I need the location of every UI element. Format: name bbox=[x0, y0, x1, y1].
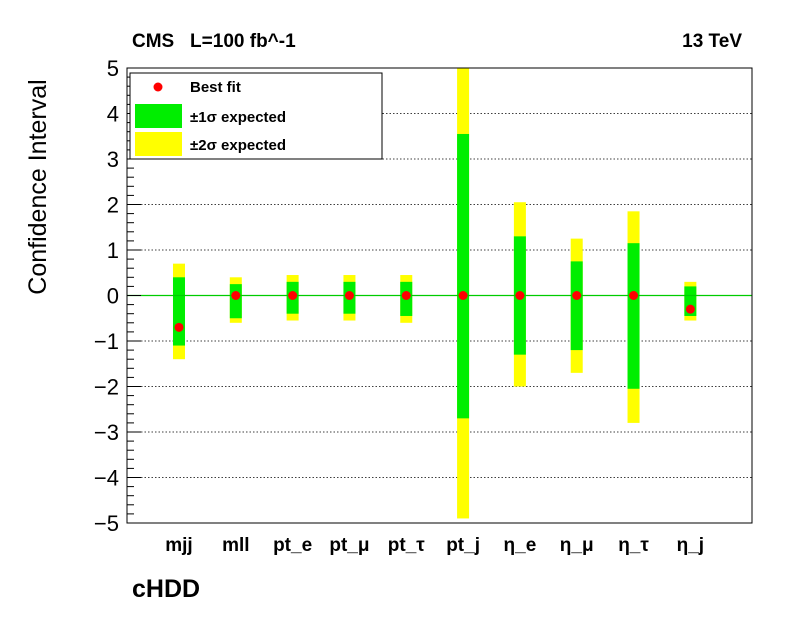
x-tick-label: pt_τ bbox=[388, 535, 426, 556]
header-left: CMS L=100 fb^-1 bbox=[132, 31, 296, 52]
x-tick-label: mjj bbox=[165, 535, 192, 556]
one-sigma-band bbox=[570, 261, 583, 351]
x-axis-title: cHDD bbox=[132, 575, 200, 603]
best-fit-point bbox=[174, 322, 184, 332]
points-layer bbox=[174, 291, 695, 332]
legend: Best fit ±1σ expected ±2σ expected bbox=[129, 72, 383, 160]
x-tick-label: pt_e bbox=[273, 535, 312, 556]
y-tick-label: −3 bbox=[94, 420, 119, 445]
header-right: 13 TeV bbox=[682, 31, 742, 52]
x-tick-label: mll bbox=[222, 535, 249, 556]
best-fit-point bbox=[231, 291, 241, 300]
bands-layer bbox=[172, 68, 697, 519]
y-tick-label: 3 bbox=[107, 147, 119, 172]
y-tick-label: 0 bbox=[107, 284, 119, 309]
x-tick-label: pt_j bbox=[446, 535, 480, 556]
x-tick-label: pt_μ bbox=[329, 535, 369, 556]
y-tick-label: −5 bbox=[94, 511, 119, 536]
y-axis-title: Confidence Interval bbox=[24, 79, 52, 294]
x-tick-label: η_e bbox=[504, 535, 537, 556]
y-tick-label: 2 bbox=[107, 193, 119, 218]
y-tick-label: 1 bbox=[107, 238, 119, 263]
legend-one-sigma-swatch bbox=[135, 104, 182, 128]
best-fit-point bbox=[629, 291, 639, 300]
y-tick-label: −2 bbox=[94, 375, 119, 400]
x-axis-labels: mjj mll pt_e pt_μ pt_τ pt_j η_e η_μ η_τ η_j bbox=[165, 535, 704, 556]
best-fit-point bbox=[344, 291, 354, 300]
one-sigma-band bbox=[229, 284, 242, 319]
best-fit-point bbox=[515, 291, 525, 300]
legend-two-sigma-swatch bbox=[135, 132, 182, 156]
x-tick-label: η_μ bbox=[560, 535, 594, 556]
legend-one-sigma-label: ±1σ expected bbox=[190, 109, 286, 126]
best-fit-point bbox=[685, 304, 695, 314]
best-fit-point bbox=[401, 291, 411, 300]
one-sigma-band bbox=[172, 277, 185, 346]
one-sigma-band bbox=[457, 133, 470, 419]
y-tick-label: −1 bbox=[94, 329, 119, 354]
legend-best-fit-label: Best fit bbox=[190, 79, 241, 96]
y-tick-label: −4 bbox=[94, 466, 119, 491]
best-fit-point bbox=[572, 291, 582, 300]
y-tick-label: 5 bbox=[107, 56, 119, 81]
best-fit-point bbox=[458, 291, 468, 300]
x-tick-label: η_τ bbox=[618, 535, 649, 556]
legend-best-fit-marker bbox=[153, 82, 163, 92]
y-axis: 5 4 3 2 1 0 −1 −2 −3 −4 −5 bbox=[94, 56, 141, 536]
x-tick-label: η_j bbox=[677, 535, 704, 556]
best-fit-point bbox=[288, 291, 298, 300]
y-tick-label: 4 bbox=[107, 102, 119, 127]
legend-two-sigma-label: ±2σ expected bbox=[190, 137, 286, 154]
one-sigma-band bbox=[627, 243, 640, 389]
